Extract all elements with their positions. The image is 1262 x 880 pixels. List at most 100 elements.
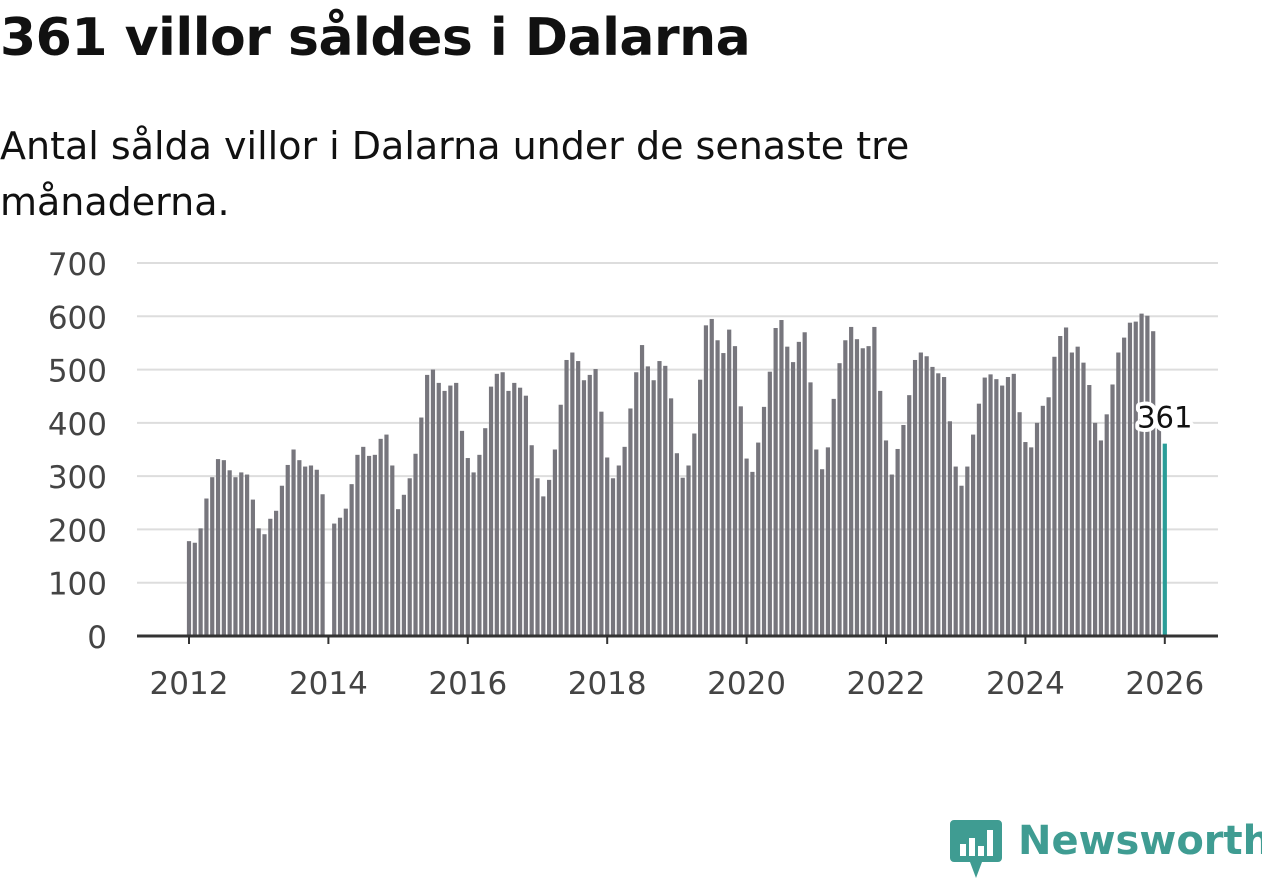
bar (959, 485, 964, 636)
bar (744, 458, 749, 636)
bars (186, 313, 1167, 636)
bar (825, 447, 831, 636)
bar (709, 318, 714, 636)
bar (965, 466, 970, 636)
bar (663, 365, 668, 636)
y-tick-label: 700 (48, 247, 107, 283)
bar (953, 466, 958, 636)
bar (506, 390, 511, 636)
x-tick-label: 2026 (1125, 666, 1204, 702)
bar (430, 369, 436, 636)
bar (239, 472, 244, 636)
bar (1011, 373, 1016, 636)
bar (854, 339, 860, 636)
bar (1139, 313, 1144, 636)
bar (564, 359, 569, 636)
bar (297, 460, 302, 636)
bar (645, 366, 650, 636)
bar (779, 320, 784, 636)
chart-logo-icon (950, 820, 1002, 878)
y-tick-label: 300 (48, 460, 107, 496)
bar (634, 372, 639, 636)
bar (616, 465, 621, 636)
bar (332, 523, 337, 636)
bar (268, 518, 273, 636)
bar (814, 449, 819, 636)
bar (587, 374, 592, 636)
bar (378, 438, 383, 636)
bar (541, 496, 546, 636)
bar (721, 353, 726, 636)
bar (233, 477, 238, 636)
bar (750, 471, 755, 636)
y-tick-label: 400 (48, 407, 107, 443)
bar (820, 469, 825, 636)
bar (628, 408, 633, 636)
bar (419, 417, 424, 636)
bar (1087, 385, 1092, 636)
bar (407, 478, 412, 636)
bar (837, 363, 842, 636)
bar (186, 541, 192, 636)
bar (930, 366, 935, 636)
bar (622, 446, 627, 636)
bar (790, 362, 796, 636)
bar (866, 346, 871, 636)
bar (785, 346, 790, 636)
bar (651, 380, 656, 636)
bar (883, 440, 889, 636)
bar (936, 373, 941, 636)
bar (552, 449, 558, 636)
bar (570, 352, 575, 636)
bar (517, 387, 523, 636)
bar (494, 373, 499, 636)
bar (727, 329, 732, 636)
bar (767, 371, 772, 636)
y-tick-label: 600 (48, 300, 107, 336)
bar (488, 386, 494, 636)
bar (1116, 352, 1121, 636)
bar (831, 398, 836, 636)
bar (366, 455, 372, 636)
bar (500, 372, 505, 636)
bar (512, 382, 517, 636)
bar (918, 352, 923, 636)
bar (274, 510, 279, 636)
labels: 0 100 200 300 400 500 600 700 2012 2014 2016 2018 20… (48, 247, 1204, 702)
bar (361, 446, 366, 636)
bar (215, 459, 221, 636)
x-tick-label: 2012 (150, 666, 229, 702)
bar (308, 465, 314, 636)
bar (535, 478, 540, 636)
bar (558, 404, 563, 636)
bar (1040, 405, 1045, 636)
bar (599, 411, 604, 636)
bar (756, 442, 761, 636)
bar (698, 379, 703, 636)
bar (605, 457, 610, 636)
bar (1110, 384, 1115, 636)
bar (221, 460, 226, 636)
bar (227, 470, 232, 636)
bar (610, 478, 616, 636)
bar (924, 356, 929, 636)
bar (459, 430, 465, 636)
chart-title: 361 villor såldes i Dalarna (0, 8, 751, 68)
y-tick-label: 100 (48, 567, 107, 603)
x-tick-label: 2014 (289, 666, 368, 702)
bar (314, 469, 319, 636)
bar (529, 445, 534, 636)
x-tick-label: 2020 (707, 666, 786, 702)
y-tick-label: 0 (87, 620, 107, 656)
bar (1127, 322, 1133, 636)
x-tick-label: 2024 (986, 666, 1065, 702)
bar (1104, 414, 1109, 636)
bar (291, 449, 296, 636)
bar (477, 454, 482, 636)
y-tick-label: 500 (48, 354, 107, 390)
bar (454, 382, 459, 636)
bar (976, 403, 982, 636)
bar (279, 485, 285, 636)
bar (465, 458, 470, 636)
